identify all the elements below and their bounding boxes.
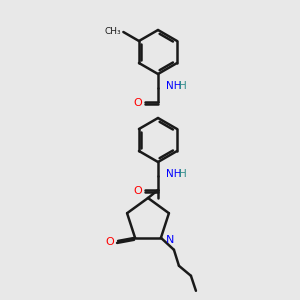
Text: H: H — [179, 81, 187, 91]
Text: NH: NH — [166, 81, 182, 91]
Text: O: O — [134, 98, 142, 108]
Text: CH₃: CH₃ — [105, 26, 122, 35]
Text: NH: NH — [166, 169, 182, 179]
Text: H: H — [179, 169, 187, 179]
Text: N: N — [166, 235, 174, 245]
Text: O: O — [134, 186, 142, 196]
Text: O: O — [106, 237, 114, 247]
